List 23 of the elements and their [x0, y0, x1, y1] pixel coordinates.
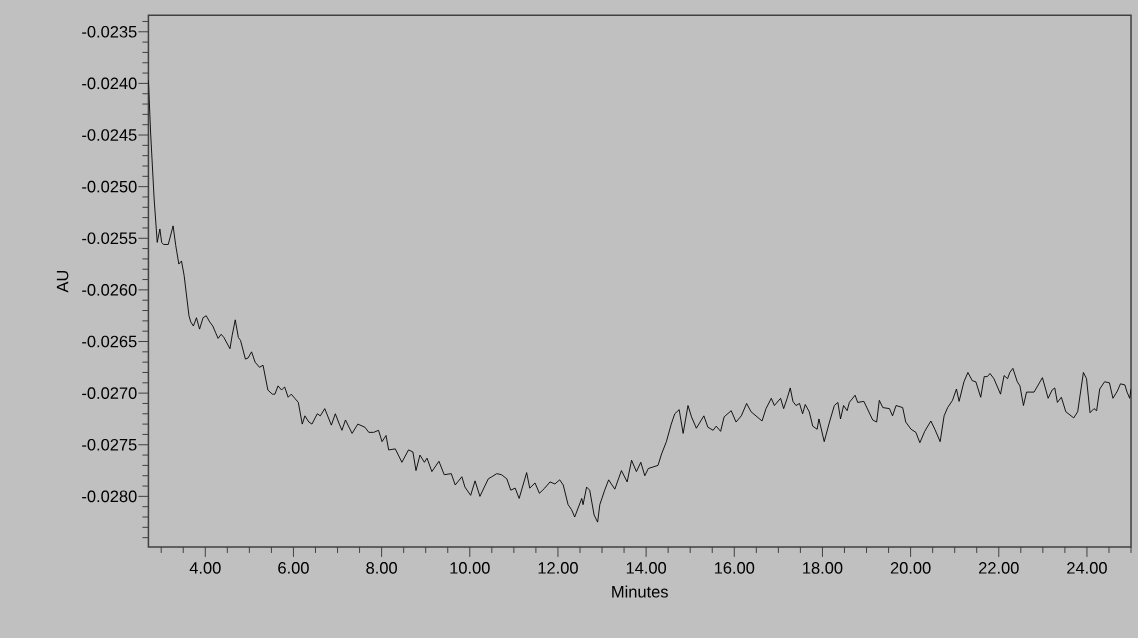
y-tick-label: -0.0265 — [82, 335, 137, 348]
x-tick-label: 22.00 — [979, 561, 1019, 574]
x-axis-title: Minutes — [612, 585, 668, 598]
x-tick-label: 4.00 — [189, 561, 221, 574]
x-tick-label: 10.00 — [450, 561, 490, 574]
x-tick-label: 6.00 — [278, 561, 309, 574]
y-tick-label: -0.0275 — [82, 438, 137, 451]
y-tick-label: -0.0270 — [82, 387, 137, 399]
x-tick-label: 14.00 — [626, 561, 667, 574]
y-tick-label: -0.0250 — [82, 180, 137, 193]
y-tick-label: -0.0235 — [82, 25, 137, 38]
x-tick-label: 16.00 — [714, 561, 755, 574]
x-tick-label: 24.00 — [1067, 561, 1107, 574]
x-tick-label: 8.00 — [366, 561, 397, 574]
x-tick-label: 20.00 — [890, 561, 931, 574]
y-tick-label: -0.0260 — [82, 283, 137, 296]
x-tick-label: 18.00 — [803, 561, 843, 574]
y-tick-label: -0.0245 — [82, 128, 137, 141]
y-tick-label: -0.0240 — [82, 77, 137, 90]
x-tick-label: 12.00 — [538, 561, 578, 574]
y-tick-label: -0.0255 — [82, 232, 137, 244]
y-axis-title: AU — [56, 270, 69, 293]
y-tick-label: -0.0280 — [82, 490, 137, 502]
